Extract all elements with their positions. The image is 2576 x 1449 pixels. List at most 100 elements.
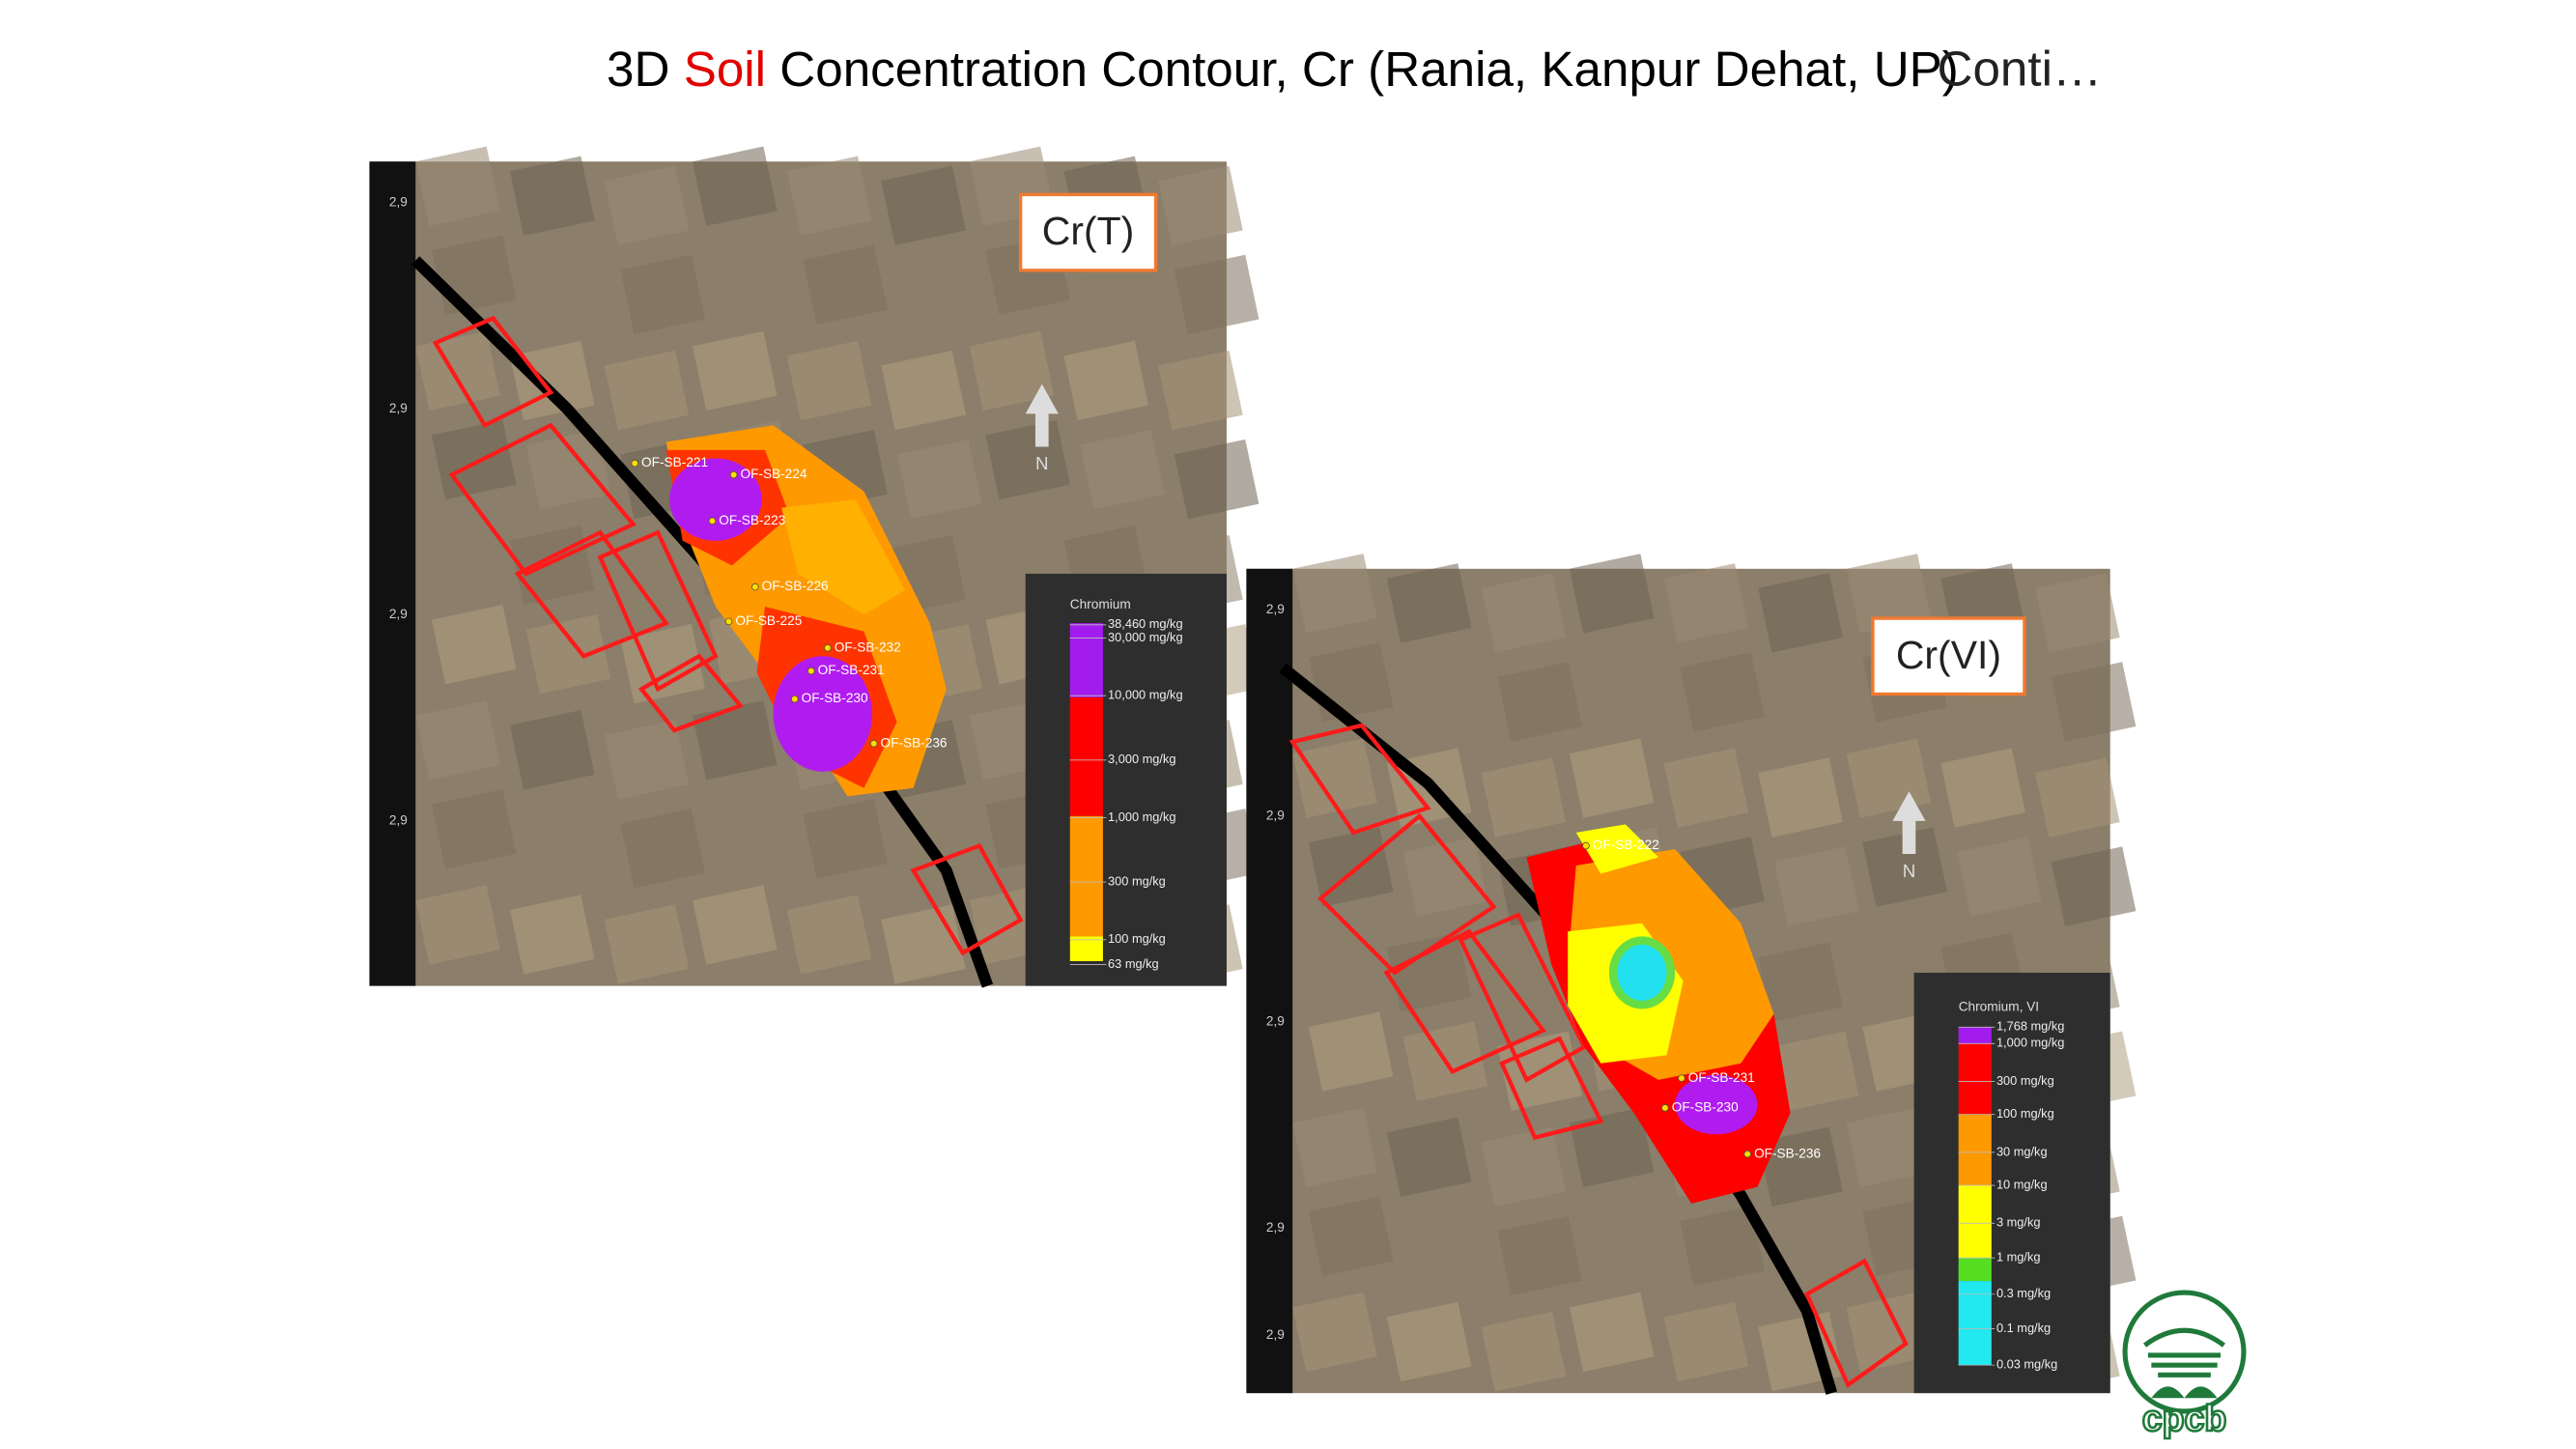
field-patch <box>525 799 611 879</box>
field-patch <box>1663 563 1749 643</box>
axis-label: 2,9 <box>1266 1014 1285 1029</box>
sample-point <box>869 739 878 748</box>
legend-title: Chromium, VI <box>1959 999 2039 1013</box>
sample-point <box>807 667 815 675</box>
parcel-boundary <box>514 529 669 659</box>
legend-band <box>1958 1114 1992 1186</box>
sample-label: OF-SB-226 <box>762 579 829 593</box>
field-patch <box>509 895 595 975</box>
field-patch <box>1402 652 1488 732</box>
field-patch <box>1957 837 2042 917</box>
parcel-boundary <box>1499 1036 1604 1141</box>
parcel-boundary <box>597 529 719 693</box>
field-patch <box>692 700 778 781</box>
sample-label: OF-SB-232 <box>835 639 901 654</box>
logo: cpcb <box>2122 1290 2247 1439</box>
sample-point <box>1678 1074 1685 1083</box>
legend-band <box>1958 1258 1992 1282</box>
field-patch <box>1481 1126 1567 1208</box>
field-patch <box>1846 923 1932 1003</box>
field-patch <box>786 340 872 421</box>
field-patch <box>1158 350 1243 431</box>
field-patch <box>415 885 500 965</box>
field-patch <box>1862 827 1947 907</box>
axis-label: 2,9 <box>1266 1220 1285 1235</box>
field-patch <box>2051 846 2137 926</box>
field-patch <box>1846 1107 1932 1188</box>
field-patch <box>1585 1196 1671 1277</box>
field-patch <box>1292 1292 1377 1373</box>
sample-label: OF-SB-230 <box>802 691 868 705</box>
field-patch <box>1402 1206 1488 1287</box>
field-patch <box>1481 1311 1567 1392</box>
title-highlight: Soil <box>684 42 766 97</box>
legend-label: 0.03 mg/kg <box>1996 1357 2057 1372</box>
legend-band <box>1958 1027 1992 1044</box>
field-patch <box>1774 846 1859 926</box>
field-patch <box>692 330 778 412</box>
field-patch <box>1758 573 1843 653</box>
field-patch <box>1569 738 1655 818</box>
sample-point <box>631 459 639 468</box>
map-total: 2,9 2,9 2,9 2,9 OF-SB-221 OF-SB-224 OF-SB-223 O… <box>369 146 1260 988</box>
field-patch <box>620 254 705 335</box>
sample-point <box>724 617 733 626</box>
field-patch <box>2035 573 2120 653</box>
axis-strip <box>1246 568 1293 1394</box>
logo-lines <box>2147 1352 2222 1378</box>
field-patch <box>1308 1011 1394 1092</box>
sample-point <box>708 517 717 526</box>
legend-label: 1,768 mg/kg <box>1996 1019 2064 1034</box>
map-hexavalent: 2,9 2,9 2,9 2,9 2,9 OF-SB-222 OF-SB-231 OF-SB-2… <box>1246 554 2137 1395</box>
title-rest: Concentration Contour, Cr (Rania, Kanpur… <box>766 42 1959 97</box>
title-continued: Conti… <box>1938 42 2103 97</box>
field-patch <box>1308 827 1394 907</box>
parcel-boundary <box>1317 812 1497 976</box>
field-patch <box>1174 254 1260 335</box>
sample-point <box>1661 1104 1669 1112</box>
legend-label: 0.1 mg/kg <box>1996 1321 2051 1335</box>
field-patch <box>525 613 611 695</box>
parcel-boundary <box>448 422 637 577</box>
map-label: Cr(T) <box>1042 209 1135 253</box>
field-patch <box>431 419 517 500</box>
field-patch <box>708 789 794 869</box>
legend-label: 1,000 mg/kg <box>1108 810 1175 824</box>
north-arrow <box>1892 791 1926 855</box>
logo-arc <box>2143 1327 2226 1348</box>
legend-band <box>1958 1185 1992 1259</box>
field-patch <box>415 330 500 412</box>
legend-label: 100 mg/kg <box>1996 1106 2054 1121</box>
field-patch <box>525 429 611 510</box>
field-patch <box>1386 932 1472 1012</box>
axis-label: 2,9 <box>1266 1327 1285 1342</box>
field-patch <box>525 244 611 326</box>
logo-text: cpcb <box>2142 1398 2227 1438</box>
field-patch <box>1940 748 2025 828</box>
north-label: N <box>1903 861 1916 881</box>
legend-label: 10,000 mg/kg <box>1108 688 1183 702</box>
parcel-boundary <box>637 653 745 733</box>
sample-label: OF-SB-231 <box>1688 1070 1755 1085</box>
sample-label: OF-SB-223 <box>719 513 785 527</box>
legend-panel <box>1913 972 2110 1394</box>
field-patch <box>1386 1301 1472 1382</box>
field-patch <box>509 710 595 790</box>
field-patch <box>985 419 1071 500</box>
field-patch <box>1308 1196 1394 1277</box>
field-patch <box>1585 642 1671 723</box>
field-patch <box>604 165 690 246</box>
field-patch <box>692 146 778 227</box>
logo-leaves <box>2151 1386 2218 1399</box>
legend-label: 38,460 mg/kg <box>1108 616 1183 631</box>
field-patch <box>1292 1107 1377 1188</box>
legend-label: 0.3 mg/kg <box>1996 1286 2051 1300</box>
legend-label: 3 mg/kg <box>1996 1215 2041 1230</box>
north-arrow <box>1025 384 1059 447</box>
axis-label: 2,9 <box>389 813 408 828</box>
parcel-boundary <box>1803 1258 1909 1388</box>
field-patch <box>1569 554 1655 634</box>
map-label: Cr(VI) <box>1896 633 2001 677</box>
field-patch <box>1481 757 1567 838</box>
